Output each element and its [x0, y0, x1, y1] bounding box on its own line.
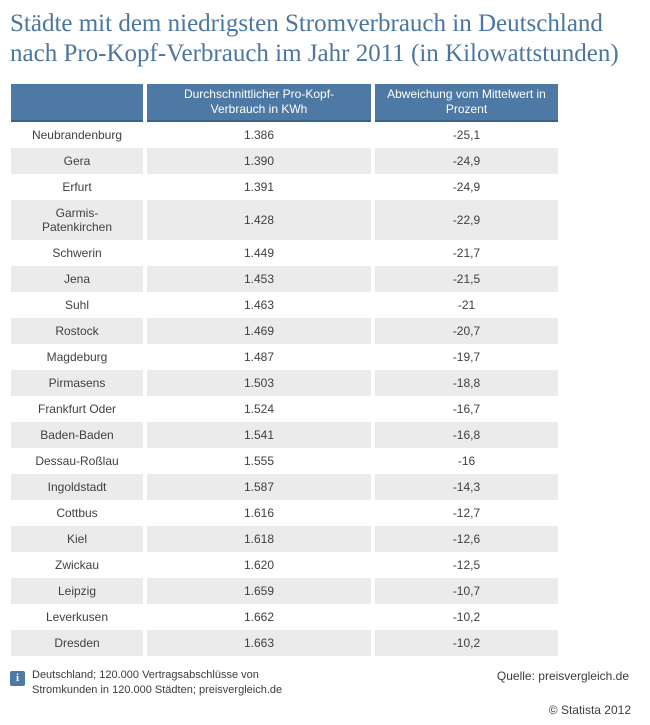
table-row: Leipzig 1.659 -10,7: [11, 578, 558, 604]
deviation-cell: -16,7: [375, 396, 558, 422]
deviation-cell: -10,7: [375, 578, 558, 604]
consumption-cell: 1.663: [147, 630, 371, 656]
consumption-cell: 1.618: [147, 526, 371, 552]
table-row: Frankfurt Oder 1.524 -16,7: [11, 396, 558, 422]
copyright-text: © Statista 2012: [548, 703, 631, 717]
table-row: Garmis- Patenkirchen 1.428 -22,9: [11, 200, 558, 240]
consumption-cell: 1.620: [147, 552, 371, 578]
consumption-cell: 1.453: [147, 266, 371, 292]
deviation-cell: -18,8: [375, 370, 558, 396]
city-cell: Ingoldstadt: [11, 474, 143, 500]
data-table: Durchschnittlicher Pro-Kopf- Verbrauch i…: [7, 84, 562, 656]
city-cell: Rostock: [11, 318, 143, 344]
deviation-cell: -20,7: [375, 318, 558, 344]
table-row: Neubrandenburg 1.386 -25,1: [11, 122, 558, 148]
deviation-cell: -24,9: [375, 174, 558, 200]
table-row: Leverkusen 1.662 -10,2: [11, 604, 558, 630]
source-text: Quelle: preisvergleich.de: [496, 669, 629, 683]
table-row: Kiel 1.618 -12,6: [11, 526, 558, 552]
table-body: Neubrandenburg 1.386 -25,1 Gera 1.390 -2…: [11, 122, 558, 656]
consumption-cell: 1.391: [147, 174, 371, 200]
footnote-text: Deutschland; 120.000 Vertragsabschlüsse …: [32, 669, 283, 696]
table-row: Cottbus 1.616 -12,7: [11, 500, 558, 526]
consumption-cell: 1.386: [147, 122, 371, 148]
table-row: Jena 1.453 -21,5: [11, 266, 558, 292]
city-cell: Leipzig: [11, 578, 143, 604]
consumption-cell: 1.555: [147, 448, 371, 474]
deviation-cell: -16: [375, 448, 558, 474]
city-cell: Frankfurt Oder: [11, 396, 143, 422]
city-cell: Dessau-Roßlau: [11, 448, 143, 474]
consumption-cell: 1.662: [147, 604, 371, 630]
page-title-line1: Städte mit dem niedrigsten Stromverbrauc…: [10, 10, 603, 37]
deviation-cell: -25,1: [375, 122, 558, 148]
deviation-cell: -19,7: [375, 344, 558, 370]
consumption-cell: 1.469: [147, 318, 371, 344]
city-cell: Jena: [11, 266, 143, 292]
deviation-cell: -16,8: [375, 422, 558, 448]
table-row: Rostock 1.469 -20,7: [11, 318, 558, 344]
city-cell: Erfurt: [11, 174, 143, 200]
table-row: Magdeburg 1.487 -19,7: [11, 344, 558, 370]
deviation-cell: -12,6: [375, 526, 558, 552]
deviation-cell: -24,9: [375, 148, 558, 174]
city-cell: Magdeburg: [11, 344, 143, 370]
table-row: Schwerin 1.449 -21,7: [11, 240, 558, 266]
deviation-cell: -12,5: [375, 552, 558, 578]
consumption-cell: 1.428: [147, 200, 371, 240]
header-consumption: Durchschnittlicher Pro-Kopf- Verbrauch i…: [147, 84, 371, 122]
deviation-cell: -10,2: [375, 630, 558, 656]
table-header-row: Durchschnittlicher Pro-Kopf- Verbrauch i…: [11, 84, 558, 122]
city-cell: Cottbus: [11, 500, 143, 526]
city-cell: Zwickau: [11, 552, 143, 578]
deviation-cell: -21,7: [375, 240, 558, 266]
consumption-cell: 1.541: [147, 422, 371, 448]
city-cell: Baden-Baden: [11, 422, 143, 448]
city-cell: Neubrandenburg: [11, 122, 143, 148]
consumption-cell: 1.449: [147, 240, 371, 266]
table-row: Gera 1.390 -24,9: [11, 148, 558, 174]
deviation-cell: -22,9: [375, 200, 558, 240]
consumption-cell: 1.659: [147, 578, 371, 604]
table-row: Baden-Baden 1.541 -16,8: [11, 422, 558, 448]
page-title-line2: nach Pro-Kopf-Verbrauch im Jahr 2011 (in…: [10, 40, 619, 67]
table-row: Pirmasens 1.503 -18,8: [11, 370, 558, 396]
page-title: Städte mit dem niedrigsten Stromverbrauc…: [10, 9, 619, 69]
table-row: Dessau-Roßlau 1.555 -16: [11, 448, 558, 474]
consumption-cell: 1.463: [147, 292, 371, 318]
deviation-cell: -21,5: [375, 266, 558, 292]
header-city: [11, 84, 143, 122]
city-cell: Leverkusen: [11, 604, 143, 630]
city-cell: Garmis- Patenkirchen: [11, 200, 143, 240]
consumption-cell: 1.390: [147, 148, 371, 174]
header-deviation: Abweichung vom Mittelwert in Prozent: [375, 84, 558, 122]
table-row: Dresden 1.663 -10,2: [11, 630, 558, 656]
city-cell: Suhl: [11, 292, 143, 318]
deviation-cell: -12,7: [375, 500, 558, 526]
consumption-cell: 1.587: [147, 474, 371, 500]
city-cell: Schwerin: [11, 240, 143, 266]
consumption-cell: 1.524: [147, 396, 371, 422]
consumption-cell: 1.487: [147, 344, 371, 370]
deviation-cell: -21: [375, 292, 558, 318]
info-icon[interactable]: i: [10, 671, 25, 686]
table-row: Zwickau 1.620 -12,5: [11, 552, 558, 578]
deviation-cell: -10,2: [375, 604, 558, 630]
table-row: Ingoldstadt 1.587 -14,3: [11, 474, 558, 500]
consumption-cell: 1.616: [147, 500, 371, 526]
table-row: Suhl 1.463 -21: [11, 292, 558, 318]
city-cell: Gera: [11, 148, 143, 174]
city-cell: Kiel: [11, 526, 143, 552]
city-cell: Dresden: [11, 630, 143, 656]
deviation-cell: -14,3: [375, 474, 558, 500]
consumption-cell: 1.503: [147, 370, 371, 396]
table-row: Erfurt 1.391 -24,9: [11, 174, 558, 200]
city-cell: Pirmasens: [11, 370, 143, 396]
